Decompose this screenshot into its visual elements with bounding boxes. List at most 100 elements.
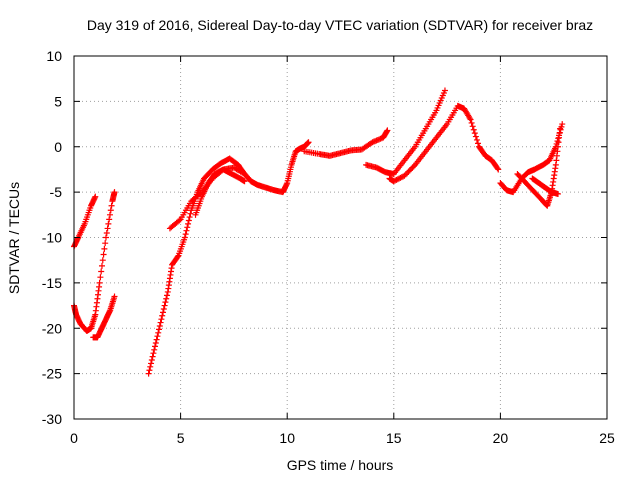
grid (74, 56, 607, 419)
data-point-interp (396, 175, 403, 182)
data-point-interp (150, 350, 157, 357)
y-tick-label: -30 (42, 411, 62, 427)
data-point (495, 166, 502, 173)
data-point-interp (184, 224, 191, 231)
data-point-interp (104, 225, 111, 232)
y-axis-label: SDTVAR / TECUs (6, 182, 22, 294)
data-point (111, 293, 118, 300)
data-point-interp (101, 245, 108, 252)
data-point-interp (153, 336, 160, 343)
data-point-interp (161, 302, 168, 309)
data-point-interp (404, 170, 411, 177)
data-point-interp (159, 312, 166, 319)
data-point (158, 316, 165, 323)
data-point-interp (405, 168, 412, 175)
data-point (441, 87, 448, 94)
data-point-interp (149, 353, 156, 360)
data-point-interp (494, 165, 501, 172)
data-point-interp (186, 214, 193, 221)
data-point-interp (98, 262, 105, 269)
data-point-interp (107, 207, 114, 214)
x-axis-label: GPS time / hours (287, 457, 394, 473)
data-point-interp (397, 174, 404, 181)
data-point-interp (468, 119, 475, 126)
data-point-interp (103, 229, 110, 236)
x-tick-label: 25 (599, 430, 615, 446)
data-point-interp (162, 299, 169, 306)
data-point (111, 189, 118, 196)
data-point-interp (393, 176, 400, 183)
axis-ticks: -30 -25 -20 -15 -10 -5 0 5 10 0 5 10 15 20 25 (42, 48, 615, 446)
data-point-interp (174, 253, 181, 260)
y-tick-label: -5 (50, 184, 63, 200)
x-tick-label: 5 (177, 430, 185, 446)
data-point-interp (156, 326, 163, 333)
data-point-interp (185, 220, 192, 227)
data-point-interp (147, 363, 154, 370)
data-point-interp (410, 163, 417, 170)
data-point-interp (402, 171, 409, 178)
data-point (152, 343, 159, 350)
data-point-interp (185, 217, 192, 224)
y-tick-label: 5 (54, 93, 62, 109)
data-point (92, 193, 99, 200)
data-point-interp (148, 360, 155, 367)
data-point-interp (146, 367, 153, 374)
data-point (401, 172, 408, 179)
y-tick-label: 0 (54, 139, 62, 155)
data-point-interp (98, 268, 105, 275)
data-point-interp (406, 167, 413, 174)
data-point-interp (240, 170, 247, 177)
data-point-interp (466, 115, 473, 122)
data-point-interp (154, 333, 161, 340)
data-point-interp (469, 123, 476, 130)
data-point (241, 178, 248, 185)
data-point (96, 279, 103, 286)
data-point-interp (470, 126, 477, 133)
data-point-interp (163, 295, 170, 302)
data-point-interp (160, 305, 167, 312)
data-point-interp (148, 357, 155, 364)
data-point-interp (471, 130, 478, 137)
data-point-interp (394, 176, 401, 183)
x-tick-label: 15 (386, 430, 402, 446)
data-point-interp (187, 210, 194, 217)
data-point-interp (155, 329, 162, 336)
data-point-interp (176, 217, 183, 224)
data-point (102, 234, 109, 241)
data-point-interp (106, 211, 113, 218)
y-tick-label: -15 (42, 275, 62, 291)
data-point-interp (108, 202, 115, 209)
y-tick-label: -20 (42, 320, 62, 336)
x-tick-label: 10 (279, 430, 295, 446)
data-point-interp (183, 227, 190, 234)
data-point-interp (157, 319, 164, 326)
data-point-interp (97, 274, 104, 281)
data-point-interp (408, 165, 415, 172)
y-tick-label: -25 (42, 366, 62, 382)
x-tick-label: 20 (493, 430, 509, 446)
data-point (467, 116, 474, 123)
data-point (181, 234, 188, 241)
x-tick-label: 0 (70, 430, 78, 446)
data-point-interp (151, 346, 158, 353)
data-point-interp (392, 177, 399, 184)
data-point-interp (409, 164, 416, 171)
data-point-interp (99, 257, 106, 264)
data-point (241, 170, 248, 177)
data-point (145, 370, 152, 377)
data-point (554, 190, 561, 197)
data-point (305, 139, 312, 146)
data-point-interp (182, 231, 189, 238)
data-point-interp (398, 174, 405, 181)
data-point (384, 127, 391, 134)
y-tick-label: -10 (42, 230, 62, 246)
data-points (71, 87, 566, 377)
data-point-interp (554, 138, 561, 145)
data-point-interp (473, 136, 480, 143)
data-point-interp (472, 133, 479, 140)
data-point-interp (102, 240, 109, 247)
